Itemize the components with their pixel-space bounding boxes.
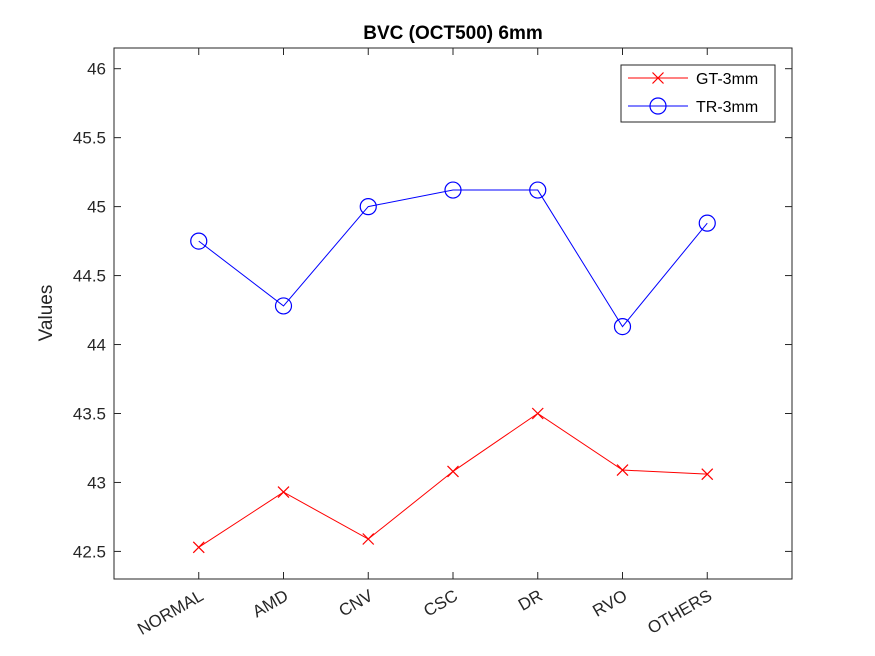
y-axis: 42.5 43 43.5 44 44.5 45 45.5 46 <box>73 60 792 561</box>
data-point <box>447 465 459 478</box>
data-point <box>613 318 632 336</box>
x-tick-label: AMD <box>249 586 291 621</box>
series-0 <box>192 407 714 554</box>
data-point <box>192 541 205 554</box>
data-point <box>701 468 714 481</box>
y-tick-label: 46 <box>87 60 106 79</box>
data-point <box>190 232 208 250</box>
data-point <box>359 198 377 216</box>
x-tick-label: DR <box>515 586 546 615</box>
legend-label: GT-3mm <box>696 71 758 88</box>
plot-area <box>113 47 793 580</box>
y-tick-label: 44.5 <box>73 267 106 286</box>
series-layer <box>190 181 716 554</box>
data-point <box>444 181 462 199</box>
x-tick-label: RVO <box>589 586 630 621</box>
x-tick-label: CSC <box>420 586 461 620</box>
y-tick-label: 43 <box>87 473 106 492</box>
y-tick-label: 45.5 <box>73 129 106 148</box>
series-line <box>198 189 708 328</box>
legend-marker <box>649 97 667 115</box>
series-1 <box>190 181 716 336</box>
y-axis-label: Values <box>36 285 57 342</box>
data-point <box>277 486 290 499</box>
x-tick-label: NORMAL <box>134 586 206 639</box>
legend-label: TR-3mm <box>696 99 758 116</box>
y-tick-label: 44 <box>87 336 106 355</box>
data-point <box>616 464 629 476</box>
data-point <box>698 214 716 232</box>
x-tick-label: CNV <box>336 586 377 621</box>
x-tick-label: OTHERS <box>644 586 715 638</box>
data-point <box>362 533 375 545</box>
legend-box <box>620 64 776 123</box>
data-point <box>529 181 547 199</box>
y-tick-label: 42.5 <box>73 542 106 561</box>
y-tick-label: 43.5 <box>73 404 106 423</box>
legend: GT-3mm TR-3mm <box>620 64 776 123</box>
data-point <box>274 297 293 315</box>
y-tick-label: 45 <box>87 198 106 217</box>
legend-marker <box>652 72 664 84</box>
chart-title: BVC (OCT500) 6mm <box>363 23 543 44</box>
data-point <box>531 407 544 420</box>
